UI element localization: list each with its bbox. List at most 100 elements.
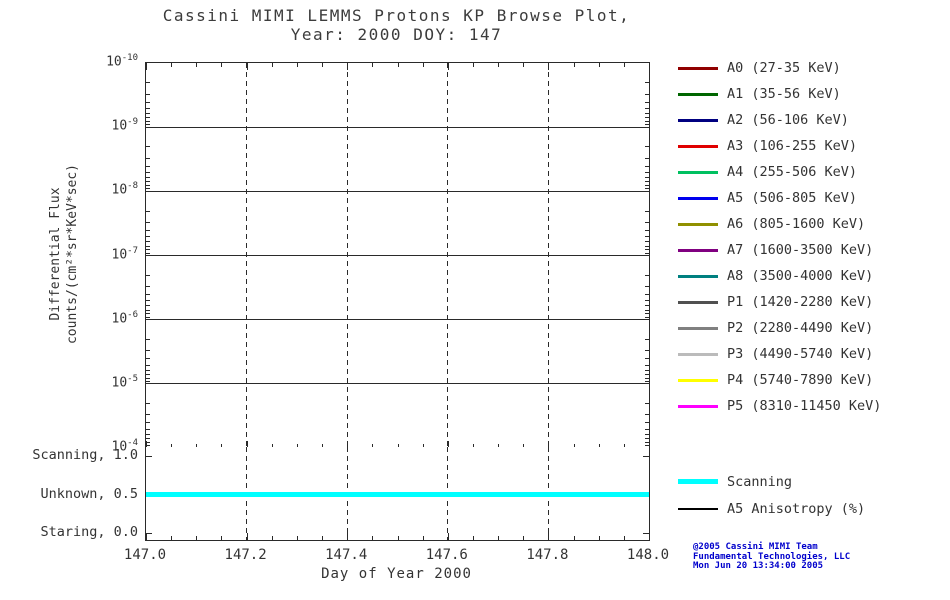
y-minor-tick (146, 422, 150, 424)
x-axis-tick (548, 533, 550, 540)
y-minor-tick (146, 117, 150, 119)
y-minor-tick (146, 445, 150, 447)
x-axis-tick (146, 63, 147, 70)
x-axis-tick (447, 533, 449, 540)
y-minor-tick (645, 364, 649, 366)
y-minor-tick (146, 157, 150, 159)
y-minor-tick (146, 101, 150, 103)
legend-color-swatch (678, 118, 718, 122)
y-minor-tick (146, 181, 150, 183)
y-minor-tick (146, 112, 150, 114)
y-minor-tick (645, 188, 649, 190)
legend-item: A0 (27-35 KeV) (678, 55, 881, 81)
plot-title: Cassini MIMI LEMMS Protons KP Browse Plo… (162, 6, 631, 25)
y-minor-tick (645, 380, 649, 382)
legend-item-label: A5 Anisotropy (%) (727, 500, 866, 517)
legend-color-swatch (678, 404, 718, 408)
x-tick-label: 148.0 (626, 547, 670, 563)
scanning-data-line (146, 492, 649, 497)
x-axis-tick (171, 63, 173, 67)
legend-item-label: A8 (3500-4000 KeV) (727, 268, 874, 284)
legend-item: A1 (35-56 KeV) (678, 81, 881, 107)
x-axis-tick (548, 63, 550, 70)
y-minor-tick (146, 309, 150, 311)
legend-color-swatch (678, 144, 718, 148)
x-axis-tick (523, 444, 525, 448)
x-tick-label: 147.2 (224, 547, 267, 563)
legend-color-swatch (678, 222, 718, 226)
legend-item-label: P5 (8310-11450 KeV) (727, 398, 882, 414)
y-minor-tick (645, 438, 649, 440)
status-legend-item: Scanning (678, 468, 865, 495)
x-axis-tick (623, 444, 625, 448)
x-axis-tick (472, 536, 474, 540)
status-tick (146, 456, 152, 457)
y-minor-tick (146, 120, 150, 122)
x-axis-tick (196, 536, 198, 540)
legend-color-swatch (678, 300, 718, 304)
y-minor-tick (645, 229, 649, 231)
y-minor-tick (146, 428, 150, 430)
y-minor-tick (146, 93, 150, 95)
y-minor-tick (645, 428, 649, 430)
x-axis-tick (296, 536, 298, 540)
x-axis-tick (347, 63, 349, 70)
y-minor-tick (645, 316, 649, 318)
x-axis-tick (422, 444, 424, 448)
y-minor-tick (645, 305, 649, 307)
x-axis-tick (422, 536, 424, 540)
legend-item: P2 (2280-4490 KeV) (678, 315, 881, 341)
x-axis-tick (573, 536, 575, 540)
y-minor-tick (645, 107, 649, 109)
status-plot-area (145, 447, 650, 541)
legend-item: A4 (255-506 KeV) (678, 159, 881, 185)
x-tick-label: 147.0 (123, 547, 167, 563)
y-minor-tick (645, 124, 649, 126)
x-axis-tick (498, 536, 500, 540)
status-tick (643, 456, 649, 457)
x-axis-tick (523, 63, 525, 67)
y-tick-label: 10-10 (106, 53, 138, 70)
legend-color-swatch (678, 479, 718, 484)
y-minor-tick (146, 221, 150, 223)
x-axis-tick (322, 536, 324, 540)
x-axis-tick (271, 63, 273, 67)
x-axis-tick (372, 444, 374, 448)
y-minor-tick (645, 274, 649, 276)
y-minor-tick (645, 369, 649, 371)
y-minor-tick (645, 445, 649, 447)
legend-item-label: A4 (255-506 KeV) (727, 164, 858, 180)
y-minor-tick (645, 93, 649, 95)
x-axis-tick (447, 441, 449, 448)
x-axis-tick (397, 536, 399, 540)
y-minor-tick (146, 107, 150, 109)
x-axis-tick (296, 444, 298, 448)
status-legend-item: A5 Anisotropy (%) (678, 495, 865, 522)
legend-item: A5 (506-805 KeV) (678, 185, 881, 211)
y-minor-tick (146, 124, 150, 126)
legend-color-swatch (678, 66, 718, 70)
x-axis-tick (322, 63, 324, 67)
legend-item: P3 (4490-5740 KeV) (678, 341, 881, 367)
y-minor-tick (146, 274, 150, 276)
y-minor-tick (146, 165, 150, 167)
y-minor-tick (146, 185, 150, 187)
y-minor-tick (645, 252, 649, 254)
y-minor-tick (645, 377, 649, 379)
y-minor-tick (146, 82, 150, 84)
x-axis-tick (146, 441, 147, 448)
y-minor-tick (146, 241, 150, 243)
y-minor-tick (146, 377, 150, 379)
legend-item-label: A0 (27-35 KeV) (727, 60, 841, 76)
y-minor-tick (645, 112, 649, 114)
horizontal-gridline (146, 383, 649, 385)
y-minor-tick (146, 441, 150, 443)
y-minor-tick (645, 245, 649, 247)
status-tick-label: Staring, 0.0 (40, 524, 138, 540)
y-minor-tick (645, 433, 649, 435)
y-minor-tick (146, 338, 150, 340)
x-axis-tick (498, 63, 500, 67)
y-minor-tick (645, 373, 649, 375)
x-tick-label: 147.6 (425, 547, 468, 563)
